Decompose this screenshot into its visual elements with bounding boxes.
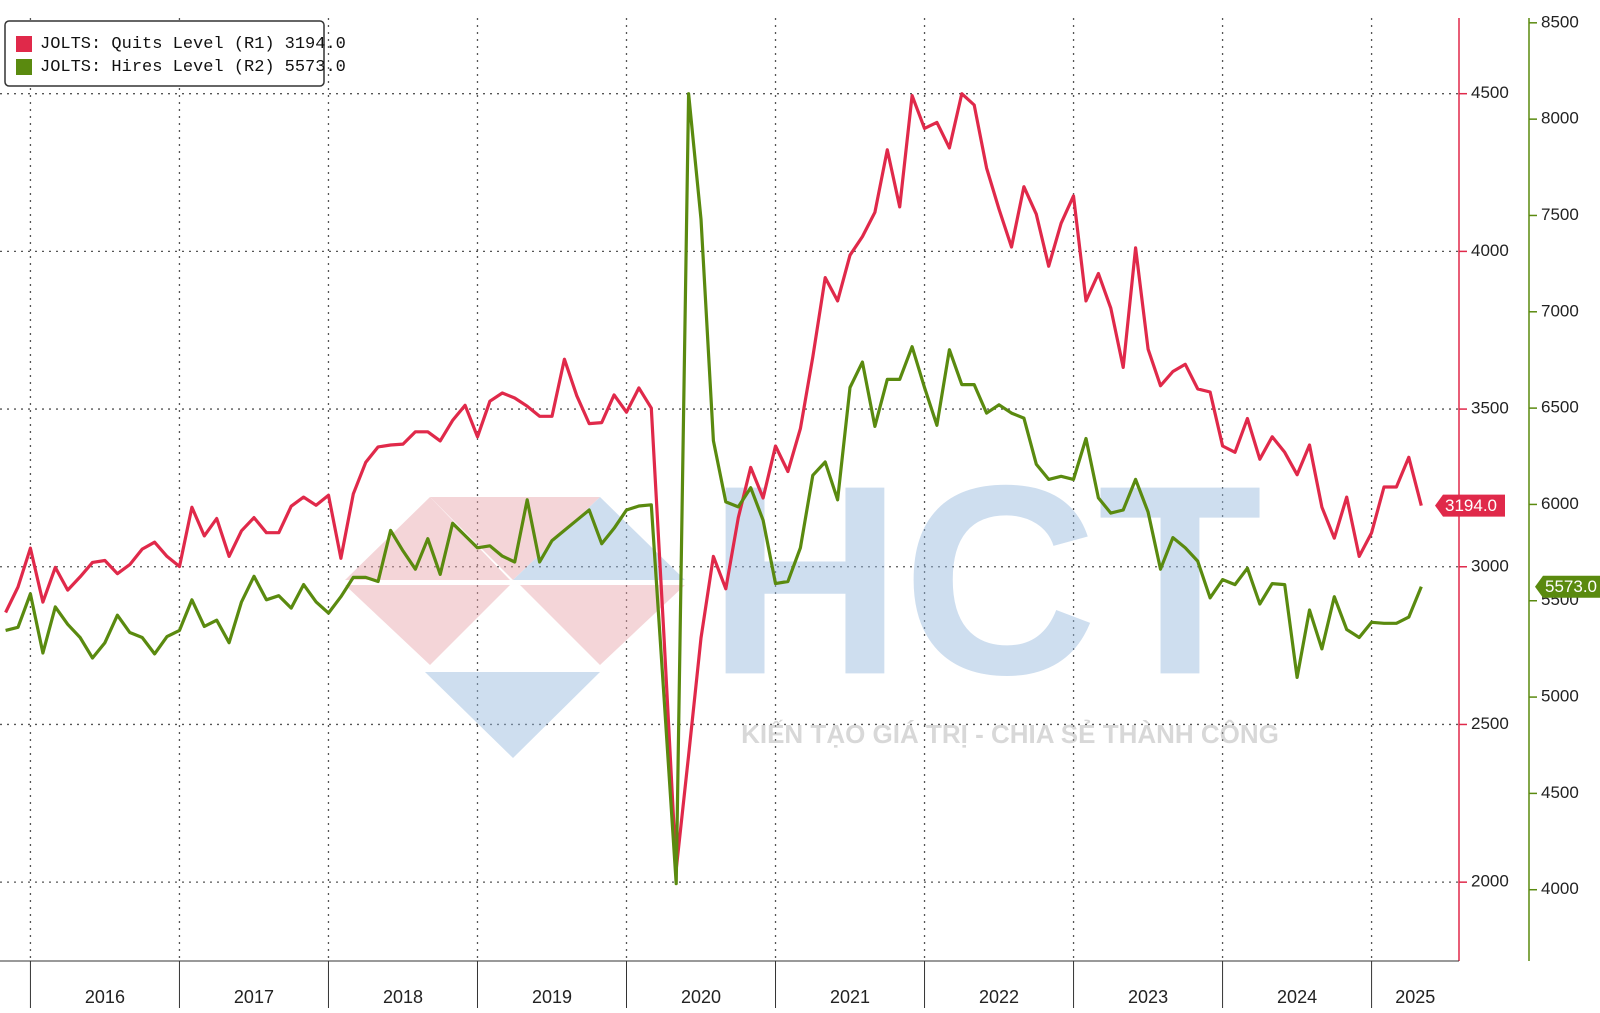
watermark-shape [345, 585, 510, 665]
x-tick-label: 2017 [234, 987, 274, 1007]
y-tick-label: 3500 [1471, 399, 1509, 418]
y2-tick-label: 6000 [1541, 494, 1579, 513]
x-tick-label: 2019 [532, 987, 572, 1007]
y2-tick-label: 4500 [1541, 783, 1579, 802]
y2-tick-label: 4000 [1541, 879, 1579, 898]
x-tick-label: 2025 [1395, 987, 1435, 1007]
y-tick-label: 2000 [1471, 872, 1509, 891]
y2-tick-label: 6500 [1541, 398, 1579, 417]
x-tick-label: 2022 [979, 987, 1019, 1007]
y-tick-label: 4500 [1471, 83, 1509, 102]
x-tick-label: 2021 [830, 987, 870, 1007]
legend-label: JOLTS: Hires Level (R2) 5573.0 [40, 58, 346, 77]
series-line [4, 92, 1423, 872]
y2-tick-label: 5000 [1541, 687, 1579, 706]
watermark-tagline: KIẾN TẠO GIÁ TRỊ - CHIA SẺ THÀNH CÔNG [741, 719, 1279, 749]
y2-tick-label: 8000 [1541, 109, 1579, 128]
y-tick-label: 2500 [1471, 714, 1509, 733]
y-tick-label: 3000 [1471, 556, 1509, 575]
value-tag [1435, 494, 1505, 517]
watermark-shape [430, 497, 600, 580]
y-tick-label: 4000 [1471, 241, 1509, 260]
legend-box [4, 20, 325, 87]
legend-swatch [16, 59, 32, 75]
value-tag [1535, 575, 1600, 598]
watermark-shape [520, 585, 685, 665]
x-tick-label: 2016 [85, 987, 125, 1007]
watermark-text: HCT [708, 430, 1263, 731]
x-tick-label: 2023 [1128, 987, 1168, 1007]
x-tick-label: 2024 [1277, 987, 1317, 1007]
legend-value: 3194.0 [285, 35, 346, 54]
watermark-shape [425, 672, 600, 758]
x-tick-label: 2020 [681, 987, 721, 1007]
y2-tick-label: 7000 [1541, 301, 1579, 320]
legend-name: JOLTS: Hires Level (R2) [40, 58, 275, 77]
x-tick-label: 2018 [383, 987, 423, 1007]
watermark: HCT KIẾN TẠO GIÁ TRỊ - CHIA SẺ THÀNH CÔN… [345, 430, 1279, 758]
series-line [5, 92, 1423, 886]
y2-tick-label: 7500 [1541, 205, 1579, 224]
legend: JOLTS: Quits Level (R1) 3194.0 JOLTS: Hire… [4, 20, 346, 87]
legend-label: JOLTS: Quits Level (R1) 3194.0 [40, 35, 346, 54]
legend-name: JOLTS: Quits Level (R1) [40, 35, 275, 54]
y2-tick-label: 8500 [1541, 12, 1579, 31]
legend-swatch [16, 36, 32, 52]
value-tag-label: 5573.0 [1545, 577, 1597, 596]
legend-value: 5573.0 [285, 58, 346, 77]
value-tag-label: 3194.0 [1445, 496, 1497, 515]
